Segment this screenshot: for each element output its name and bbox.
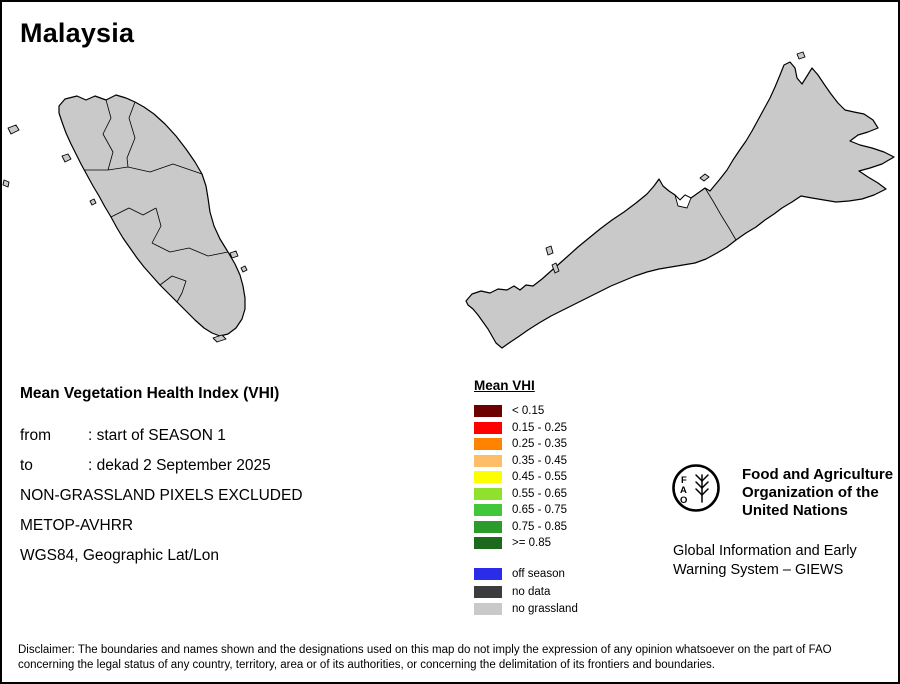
legend-row: < 0.15	[474, 403, 578, 420]
legend-swatch	[474, 454, 502, 467]
legend-label: off season	[512, 568, 565, 581]
fao-org-name-line: Food and Agriculture	[742, 466, 894, 483]
page-title: Malaysia	[20, 18, 135, 48]
fao-org-name-line: United Nations	[742, 502, 848, 519]
legend-label: >= 0.85	[512, 537, 552, 550]
vhi-heading: Mean Vegetation Health Index (VHI)	[20, 385, 280, 402]
giews-caption-line: Global Information and Early	[673, 543, 857, 559]
legend-swatch	[474, 504, 502, 517]
legend-swatch	[474, 438, 502, 451]
legend-swatch	[474, 520, 502, 533]
legend: Mean VHI < 0.15 0.15 - 0.25 0.25 - 0.35 …	[474, 378, 578, 618]
info-line-projection: WGS84, Geographic Lat/Lon	[20, 547, 220, 564]
info-row-from: from : start of SEASON 1	[20, 421, 303, 451]
legend-swatch	[474, 421, 502, 434]
info-line-sensor: METOP-AVHRR	[20, 517, 134, 534]
legend-row: 0.25 - 0.35	[474, 436, 578, 453]
legend-row: no grassland	[474, 601, 578, 619]
legend-swatch	[474, 537, 502, 550]
giews-caption-line: Warning System – GIEWS	[673, 562, 844, 578]
disclaimer-line: concerning the legal status of any count…	[18, 659, 715, 671]
legend-row: 0.45 - 0.55	[474, 469, 578, 486]
info-row-to: to : dekad 2 September 2025	[20, 451, 303, 481]
from-label: from	[20, 427, 51, 444]
disclaimer-line: Disclaimer: The boundaries and names sho…	[18, 644, 832, 656]
sarawak-sabah-boundary	[704, 187, 737, 241]
giews-caption: Global Information and Early Warning Sys…	[673, 542, 857, 580]
to-label: to	[20, 457, 33, 474]
fao-logo: F A O	[670, 462, 722, 514]
legend-row: 0.35 - 0.45	[474, 453, 578, 470]
legend-row: 0.75 - 0.85	[474, 519, 578, 536]
fao-logo-letter-o: O	[680, 495, 687, 506]
info-line-pixels-excluded: NON-GRASSLAND PIXELS EXCLUDED	[20, 487, 303, 504]
east-malaysia-islands	[545, 51, 806, 274]
legend-title: Mean VHI	[474, 378, 535, 393]
map-info-block: Mean Vegetation Health Index (VHI) from:…	[20, 385, 303, 571]
legend-swatch	[474, 568, 502, 581]
fao-logo-letter-f: F	[681, 475, 687, 486]
fao-logo-letter-a: A	[680, 485, 687, 496]
legend-label: 0.15 - 0.25	[512, 421, 567, 434]
peninsular-state-boundaries	[84, 99, 229, 303]
legend-row: no data	[474, 583, 578, 601]
brunei-area	[674, 193, 692, 209]
fao-org-name-line: Organization of the	[742, 484, 879, 501]
fao-logo-emblem: F A O	[672, 464, 720, 512]
legend-label: 0.75 - 0.85	[512, 520, 567, 533]
disclaimer: Disclaimer: The boundaries and names sho…	[18, 643, 832, 673]
legend-row: 0.55 - 0.65	[474, 486, 578, 503]
legend-swatch	[474, 471, 502, 484]
legend-swatch	[474, 405, 502, 418]
legend-label: 0.45 - 0.55	[512, 471, 567, 484]
legend-row: 0.65 - 0.75	[474, 502, 578, 519]
legend-label: 0.55 - 0.65	[512, 487, 567, 500]
fao-org-name: Food and Agriculture Organization of the…	[742, 466, 893, 520]
legend-label: < 0.15	[512, 405, 545, 418]
peninsular-malaysia-landmass	[58, 94, 246, 337]
legend-label: 0.25 - 0.35	[512, 438, 567, 451]
legend-row: off season	[474, 566, 578, 584]
legend-swatch	[474, 585, 502, 598]
legend-swatch	[474, 487, 502, 500]
legend-label: no grassland	[512, 603, 578, 616]
legend-classes: < 0.15 0.15 - 0.25 0.25 - 0.35 0.35 - 0.…	[474, 403, 578, 552]
wheat-ear-icon	[695, 474, 709, 503]
peninsular-islands	[2, 124, 248, 343]
legend-row: >= 0.85	[474, 535, 578, 552]
from-value: : start of SEASON 1	[88, 427, 226, 444]
to-value: : dekad 2 September 2025	[88, 457, 271, 474]
legend-swatch	[474, 603, 502, 616]
legend-label: 0.65 - 0.75	[512, 504, 567, 517]
legend-label: no data	[512, 585, 551, 598]
legend-extra-classes: off season no data no grassland	[474, 566, 578, 619]
legend-label: 0.35 - 0.45	[512, 454, 567, 467]
legend-row: 0.15 - 0.25	[474, 420, 578, 437]
